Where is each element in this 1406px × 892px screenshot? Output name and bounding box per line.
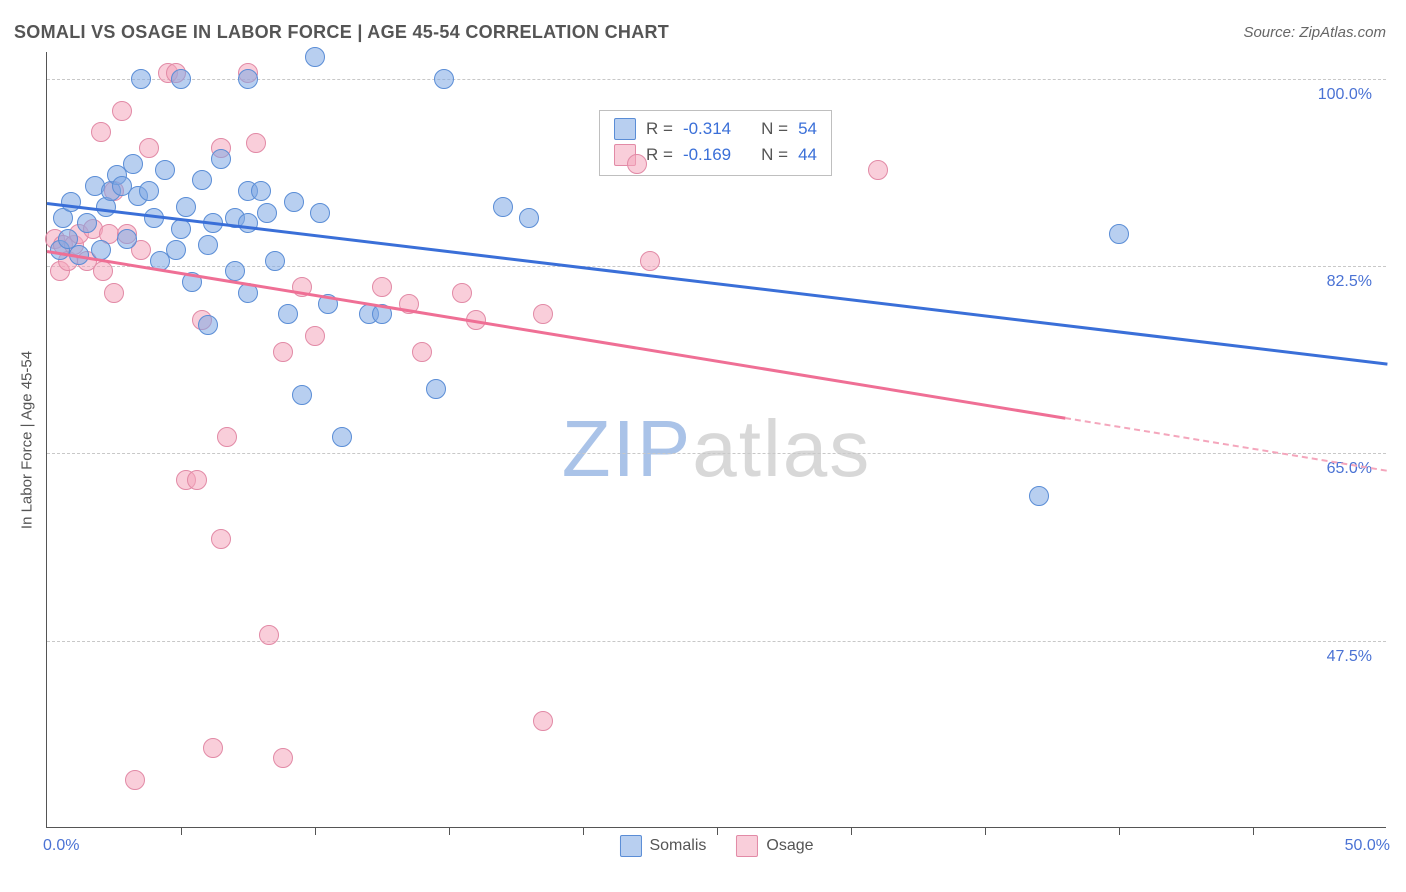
watermark-zip: ZIP xyxy=(562,404,692,493)
n-value-pink: 44 xyxy=(798,142,817,168)
trend-line xyxy=(47,250,1066,420)
data-point xyxy=(372,277,392,297)
data-point xyxy=(192,170,212,190)
data-point xyxy=(139,138,159,158)
data-point xyxy=(493,197,513,217)
data-point xyxy=(868,160,888,180)
data-point xyxy=(273,748,293,768)
data-point xyxy=(131,69,151,89)
data-point xyxy=(259,625,279,645)
x-tick xyxy=(449,827,450,835)
x-tick xyxy=(181,827,182,835)
data-point xyxy=(198,235,218,255)
data-point xyxy=(155,160,175,180)
data-point xyxy=(203,738,223,758)
data-point xyxy=(305,326,325,346)
plot-area: ZIPatlas In Labor Force | Age 45-54 R = … xyxy=(46,52,1386,828)
data-point xyxy=(211,529,231,549)
data-point xyxy=(310,203,330,223)
chart-container: SOMALI VS OSAGE IN LABOR FORCE | AGE 45-… xyxy=(0,0,1406,892)
n-label: N = xyxy=(761,142,788,168)
y-tick-label: 82.5% xyxy=(1327,273,1372,291)
x-tick xyxy=(1253,827,1254,835)
swatch-blue xyxy=(614,118,636,140)
swatch-blue xyxy=(619,835,641,857)
watermark: ZIPatlas xyxy=(562,403,871,495)
source-label: Source: ZipAtlas.com xyxy=(1243,24,1386,41)
series-legend: Somalis Osage xyxy=(619,835,813,857)
n-label: N = xyxy=(761,116,788,142)
r-value-blue: -0.314 xyxy=(683,116,731,142)
data-point xyxy=(533,711,553,731)
data-point xyxy=(640,251,660,271)
n-value-blue: 54 xyxy=(798,116,817,142)
x-min-label: 0.0% xyxy=(43,837,79,855)
data-point xyxy=(93,261,113,281)
x-tick xyxy=(315,827,316,835)
data-point xyxy=(139,181,159,201)
r-label: R = xyxy=(646,116,673,142)
data-point xyxy=(519,208,539,228)
data-point xyxy=(238,69,258,89)
x-max-label: 50.0% xyxy=(1345,837,1390,855)
legend-row-blue: R = -0.314 N = 54 xyxy=(614,116,817,142)
data-point xyxy=(305,47,325,67)
data-point xyxy=(166,240,186,260)
data-point xyxy=(412,342,432,362)
data-point xyxy=(278,304,298,324)
data-point xyxy=(104,283,124,303)
data-point xyxy=(426,379,446,399)
data-point xyxy=(117,229,137,249)
data-point xyxy=(225,261,245,281)
data-point xyxy=(198,315,218,335)
data-point xyxy=(452,283,472,303)
data-point xyxy=(112,101,132,121)
data-point xyxy=(292,385,312,405)
data-point xyxy=(627,154,647,174)
gridline xyxy=(47,453,1386,454)
chart-title: SOMALI VS OSAGE IN LABOR FORCE | AGE 45-… xyxy=(14,22,669,43)
x-tick xyxy=(1119,827,1120,835)
data-point xyxy=(176,197,196,217)
legend-label-pink: Osage xyxy=(766,837,813,855)
x-tick xyxy=(583,827,584,835)
data-point xyxy=(246,133,266,153)
data-point xyxy=(123,154,143,174)
gridline xyxy=(47,641,1386,642)
data-point xyxy=(1109,224,1129,244)
legend-item-blue: Somalis xyxy=(619,835,706,857)
data-point xyxy=(251,181,271,201)
swatch-pink xyxy=(736,835,758,857)
data-point xyxy=(284,192,304,212)
data-point xyxy=(125,770,145,790)
data-point xyxy=(257,203,277,223)
data-point xyxy=(273,342,293,362)
data-point xyxy=(238,213,258,233)
data-point xyxy=(265,251,285,271)
data-point xyxy=(171,69,191,89)
x-tick xyxy=(717,827,718,835)
data-point xyxy=(211,149,231,169)
data-point xyxy=(533,304,553,324)
y-tick-label: 100.0% xyxy=(1318,86,1372,104)
data-point xyxy=(217,427,237,447)
y-axis-label: In Labor Force | Age 45-54 xyxy=(19,350,36,528)
y-tick-label: 47.5% xyxy=(1327,648,1372,666)
data-point xyxy=(91,122,111,142)
data-point xyxy=(1029,486,1049,506)
x-tick xyxy=(985,827,986,835)
data-point xyxy=(77,213,97,233)
r-label: R = xyxy=(646,142,673,168)
r-value-pink: -0.169 xyxy=(683,142,731,168)
data-point xyxy=(187,470,207,490)
trend-line xyxy=(1065,417,1387,472)
data-point xyxy=(332,427,352,447)
gridline xyxy=(47,266,1386,267)
legend-item-pink: Osage xyxy=(736,835,813,857)
x-tick xyxy=(851,827,852,835)
legend-label-blue: Somalis xyxy=(649,837,706,855)
data-point xyxy=(434,69,454,89)
watermark-atlas: atlas xyxy=(692,404,871,493)
